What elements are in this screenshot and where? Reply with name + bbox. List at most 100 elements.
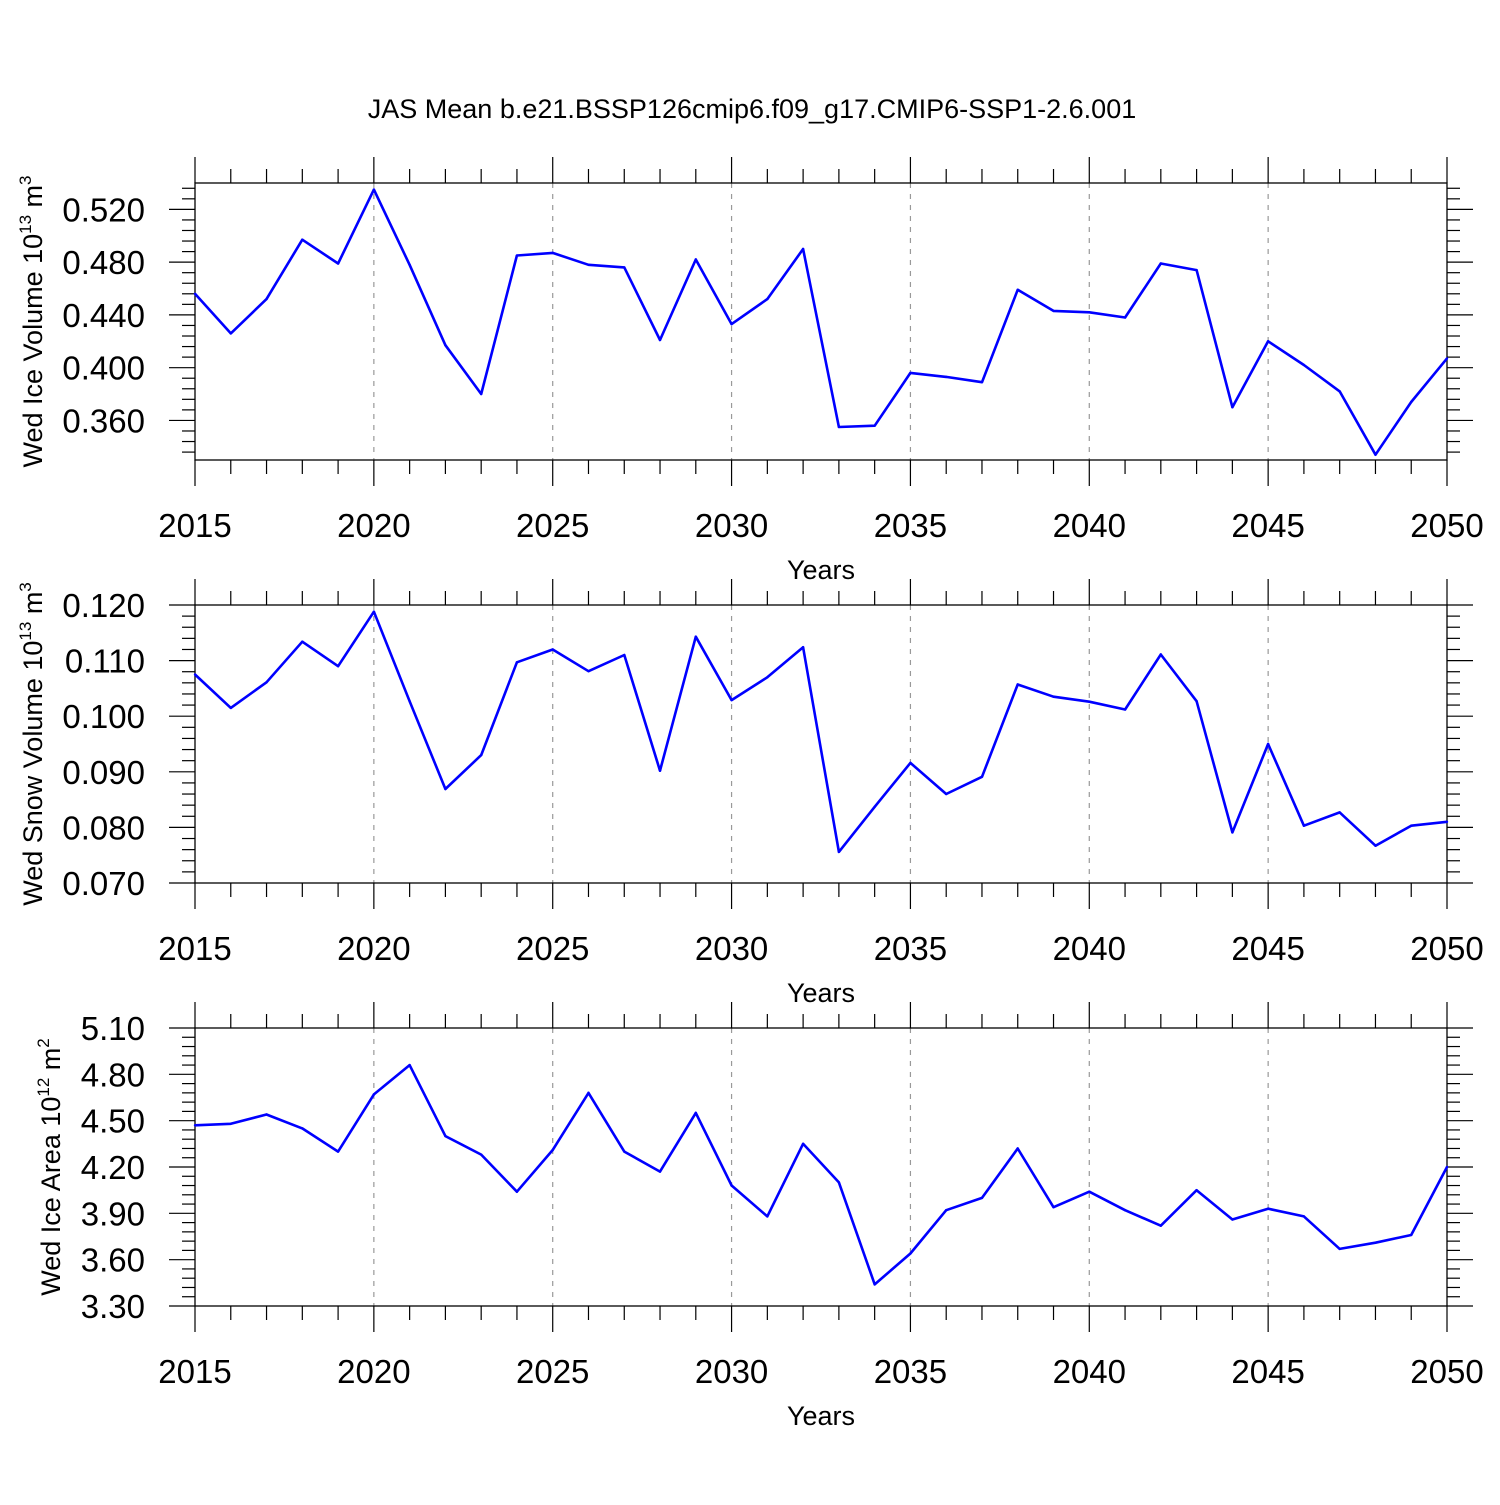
panel-1-data-point	[265, 297, 268, 301]
panel-3-xtick-label: 2025	[516, 1353, 589, 1390]
panel-3-y-axis-label-unit: m	[36, 1048, 66, 1078]
panel-3-data-point	[1159, 1224, 1163, 1227]
panel-1-ytick-label: 0.400	[62, 350, 145, 387]
panel-2-data-point	[1123, 708, 1127, 711]
panel-2-data-point	[980, 775, 984, 779]
panel-1-xtick-label: 2030	[695, 507, 768, 544]
panel-2-xtick-label: 2030	[695, 930, 768, 967]
panel-1-data-point	[1195, 268, 1198, 272]
panel-1-data-point	[444, 344, 447, 347]
panel-3-data-point	[694, 1111, 697, 1115]
panel-2-data-point	[909, 761, 912, 765]
panel-1-data-point	[694, 258, 697, 261]
panel-1-y-axis-label-main: Wed Ice Volume 10	[18, 234, 48, 468]
panel-2-data-point	[336, 664, 340, 668]
panel-2-data-point	[515, 661, 519, 664]
panel-2-data-point	[1159, 653, 1163, 656]
panel-3-data-point	[444, 1134, 447, 1138]
panel-3-xtick-label: 2050	[1410, 1353, 1483, 1390]
panel-2-xtick-label: 2015	[158, 930, 231, 967]
panel-1-data-point	[945, 375, 948, 379]
panel-2-xtick-label: 2050	[1410, 930, 1483, 967]
panel-1-ytick-label: 0.360	[62, 402, 145, 439]
panel-3-data-point	[623, 1150, 626, 1153]
panel-3-ytick-label: 3.60	[81, 1242, 145, 1279]
panel-2-data-point	[837, 850, 841, 854]
panel-3-data-point	[587, 1091, 590, 1095]
panel-2-ytick-label: 0.070	[62, 865, 145, 902]
panel-3-data-point	[945, 1209, 948, 1212]
panel-1-ytick-label: 0.520	[62, 191, 145, 228]
panels: 2015 2020 2025 2030 2035 2040 2045 2050 0.360 0.4…	[16, 157, 1484, 1431]
panel-1-xtick-label: 2025	[516, 507, 589, 544]
panel-3-xtick-label: 2045	[1231, 1353, 1304, 1390]
panel-2-xtick-label: 2045	[1231, 930, 1304, 967]
panel-2-data-point	[801, 646, 805, 649]
panel-2-data-point	[1338, 811, 1341, 814]
panel-2-data-point	[873, 805, 876, 809]
panel-1-x-axis-label: Years	[787, 555, 855, 585]
panel-2-data-point	[408, 699, 411, 703]
panel-3-y-axis-label-unit-exponent: 2	[34, 1038, 53, 1047]
panel-3-y-axis-label: Wed Ice Area 1012 m2	[34, 1038, 66, 1296]
panel-3-data-point	[372, 1093, 376, 1096]
panel-3-data-point	[1338, 1247, 1341, 1251]
panel-1-data-point	[515, 254, 519, 257]
panel-1-xtick-label: 2045	[1231, 507, 1304, 544]
panel-2-data-point	[1231, 831, 1234, 834]
panel-2-xtick-label: 2035	[874, 930, 947, 967]
panel-3-data-point	[229, 1122, 232, 1125]
panel-3-data-point	[658, 1170, 662, 1173]
panel-3-data-point	[1052, 1205, 1055, 1209]
panel-2-data-point	[1374, 844, 1377, 847]
panel-1-data-point	[1123, 316, 1127, 319]
panel-3-data-point	[766, 1215, 769, 1218]
panel-2-ytick-label: 0.090	[62, 754, 145, 791]
panel-2-y-axis-label-unit: m	[18, 592, 48, 622]
panel-1-xtick-label: 2050	[1410, 507, 1483, 544]
panel-3-y-axis-label-main: Wed Ice Area 10	[36, 1097, 66, 1296]
panel-2-data-point	[1302, 824, 1306, 827]
panel-3-data-point	[301, 1127, 304, 1130]
panel-3-data-point	[837, 1181, 841, 1184]
panel-1-data-point	[479, 392, 483, 396]
panel-2-data-point	[1088, 700, 1091, 703]
panel-3-data-point	[1123, 1209, 1127, 1212]
panel-3-data-point	[1016, 1147, 1019, 1150]
panel-2-data-point	[766, 676, 769, 679]
panel-2-y-axis-label: Wed Snow Volume 1013 m3	[16, 582, 48, 906]
panel-1-data-point	[1159, 262, 1163, 265]
panel-3-ytick-label: 4.50	[81, 1103, 145, 1140]
panel-2-data-point	[1195, 699, 1198, 703]
panel-3-data-point	[1195, 1188, 1198, 1192]
panel-1-data-point	[1338, 390, 1341, 393]
panel-2-ytick-label: 0.100	[62, 698, 145, 735]
panel-1-data-point	[193, 292, 197, 295]
panel-3-data-point	[1088, 1190, 1091, 1193]
panel-2-data-point	[301, 640, 304, 643]
panel-2-xtick-label: 2040	[1053, 930, 1126, 967]
panel-2-data-point	[658, 769, 662, 772]
panel-3-xtick-label: 2030	[695, 1353, 768, 1390]
panel-3-data-point	[1302, 1215, 1306, 1218]
panel-3-data-point	[730, 1184, 733, 1187]
panel-1-y-axis-label-unit: m	[18, 185, 48, 215]
figure-title: JAS Mean b.e21.BSSP126cmip6.f09_g17.CMIP…	[368, 94, 1136, 124]
panel-1-data-point	[766, 297, 769, 301]
panel-3-data-point	[336, 1150, 340, 1153]
panel-3-ytick-label: 4.20	[81, 1149, 145, 1186]
panel-3-data-point	[479, 1153, 483, 1156]
panel-3-data-point	[515, 1190, 519, 1193]
panel-3-xtick-label: 2035	[874, 1353, 947, 1390]
panel-3-data-point	[551, 1148, 554, 1152]
panel-1-y-axis-label-exponent: 13	[16, 215, 35, 234]
panel-2-data-point	[229, 706, 232, 710]
panel-3-ytick-label: 3.90	[81, 1195, 145, 1232]
panel-3-x-axis-label: Years	[787, 1401, 855, 1431]
panel-1-data-point	[336, 262, 340, 265]
panel-2-ytick-label: 0.080	[62, 809, 145, 846]
panel-2-data-point	[587, 669, 590, 673]
panel-2-y-axis-label-main: Wed Snow Volume 10	[18, 641, 48, 906]
